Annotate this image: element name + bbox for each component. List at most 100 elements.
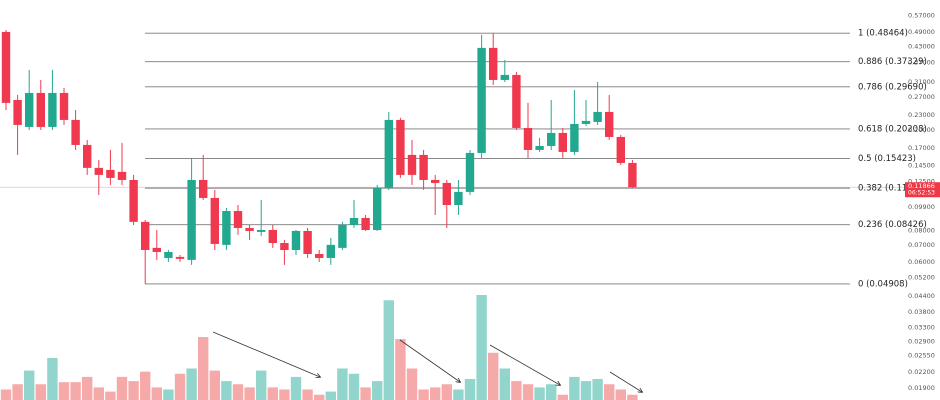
- candle-body: [106, 169, 115, 178]
- candle-body: [268, 229, 277, 244]
- volume-bar: [395, 339, 406, 400]
- volume-bar: [372, 381, 383, 400]
- volume-bar: [406, 368, 418, 400]
- candle-body: [593, 111, 602, 122]
- y-tick-label: 0.02200: [908, 368, 935, 376]
- volume-bar: [58, 382, 70, 400]
- trend-arrow: [399, 339, 460, 382]
- volume-bar: [569, 376, 580, 400]
- volume-bar: [546, 384, 557, 400]
- volume-bar: [82, 376, 93, 400]
- volume-bar: [441, 384, 452, 400]
- candle-body: [210, 197, 219, 244]
- volume-bar: [557, 394, 568, 400]
- candle-body: [36, 92, 45, 127]
- fib-label: 0.5 (0.15423): [858, 154, 916, 164]
- volume-bar: [314, 394, 325, 400]
- volume-bar: [430, 387, 441, 400]
- volume-bar: [592, 379, 603, 400]
- y-tick-label: 0.06000: [908, 258, 935, 266]
- candle-body: [628, 162, 637, 188]
- candle-body: [83, 144, 92, 168]
- volume-bar: [337, 368, 348, 400]
- y-tick-label: 0.02900: [908, 338, 935, 346]
- y-tick-label: 0.02550: [908, 352, 935, 360]
- volume-bar: [522, 384, 534, 400]
- candle-body: [233, 211, 243, 228]
- y-tick-label: 0.43000: [908, 42, 935, 50]
- candle-body: [500, 74, 509, 80]
- y-tick-label: 0.03800: [908, 308, 935, 316]
- y-tick-label: 0.57000: [908, 11, 935, 19]
- volume-bar: [476, 295, 487, 400]
- candle-body: [13, 99, 22, 125]
- candle-body: [605, 111, 614, 137]
- price-axis: 0.57000 0.49000 0.43000 0.37000 0.31000 0.270…: [905, 11, 940, 392]
- candle-body: [512, 74, 521, 128]
- volume-bar: [615, 389, 626, 400]
- y-tick-label: 0.14500: [908, 161, 935, 169]
- candle-body: [384, 119, 393, 188]
- fib-label: 0.886 (0.37329): [858, 57, 927, 67]
- volume-bar: [105, 391, 116, 400]
- volume-bar: [488, 352, 499, 400]
- candle-body: [396, 119, 405, 175]
- y-tick-label: 0.23000: [908, 111, 935, 119]
- candle-body: [199, 179, 208, 198]
- y-tick-label: 0.37000: [908, 59, 935, 67]
- trend-arrow: [609, 371, 642, 392]
- fib-label: 0.618 (0.20208): [858, 124, 927, 134]
- volume-bar: [383, 300, 394, 400]
- volume-bar: [174, 373, 186, 400]
- volume-bar: [163, 389, 174, 400]
- candle-body: [291, 230, 301, 250]
- volume-bar: [267, 387, 278, 400]
- fib-label: 1 (0.48464): [858, 29, 908, 39]
- candle-body: [245, 227, 254, 231]
- candle-body: [349, 217, 359, 225]
- y-tick-label: 0.05200: [908, 274, 935, 282]
- candle-body: [71, 119, 80, 145]
- y-tick-label: 0.04400: [908, 292, 935, 300]
- y-tick-label: 0.20000: [908, 126, 935, 134]
- trend-arrow: [212, 331, 320, 377]
- y-tick-label: 0.49000: [908, 28, 935, 36]
- candle-body: [361, 217, 370, 230]
- candle-body: [616, 136, 625, 163]
- candle-body: [94, 167, 103, 175]
- candle-body: [117, 171, 127, 180]
- y-tick-label: 0.27000: [908, 93, 935, 101]
- fib-label: 0.382 (0.11771): [858, 184, 927, 194]
- volume-bar: [511, 381, 522, 400]
- volume-bar: [198, 337, 209, 400]
- volume-bar: [151, 387, 162, 400]
- candle-body: [152, 247, 161, 252]
- trend-arrows: [212, 331, 642, 392]
- volume-bar: [534, 387, 545, 400]
- volume-bar: [453, 389, 464, 400]
- volume-bar: [302, 389, 313, 400]
- candle-body: [48, 92, 57, 127]
- volume-bar: [93, 387, 104, 400]
- y-tick-label: 0.08000: [908, 226, 935, 234]
- volume-bar: [244, 387, 255, 400]
- y-tick-label: 0.17000: [908, 144, 935, 152]
- candle-body: [1, 31, 11, 103]
- candle-body: [523, 127, 533, 150]
- volume-bar: [499, 368, 510, 400]
- volume-bar: [221, 381, 232, 400]
- candle-body: [141, 221, 150, 250]
- y-tick-label: 0.12500: [908, 178, 935, 186]
- candle-body: [25, 92, 34, 127]
- candle-body: [164, 251, 173, 258]
- volume-bar: [24, 370, 35, 400]
- candle-body: [280, 243, 289, 250]
- volume-bar: [0, 389, 12, 400]
- candle-body: [222, 211, 231, 245]
- volume-bar: [580, 381, 592, 400]
- volume-bar: [209, 370, 220, 400]
- volume-layer: [0, 295, 638, 400]
- fib-label: 0 (0.04908): [858, 279, 908, 289]
